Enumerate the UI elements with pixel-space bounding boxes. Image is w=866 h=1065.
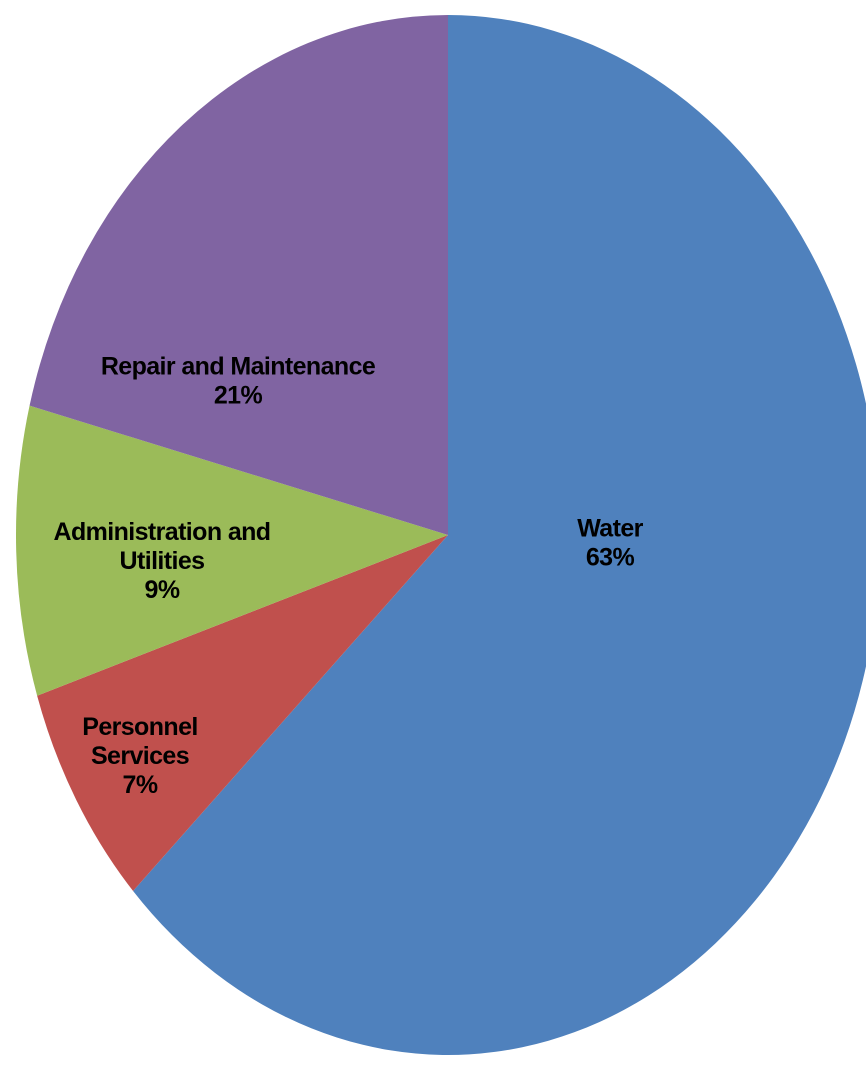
slice-percent-label: 63% [586, 544, 635, 572]
slice-label-2: Administration and Utilities 9% [54, 518, 271, 604]
pie-slice-2 [15, 405, 449, 696]
pie-slice-1 [37, 535, 448, 891]
slice-label-3: Repair and Maintenance 21% [101, 353, 376, 410]
slice-label-line: Repair and Maintenance [101, 353, 376, 381]
slice-label-1: Personnel Services 7% [82, 713, 197, 799]
pie-slice-3 [29, 15, 448, 535]
slice-label-line: Services [91, 742, 189, 770]
slice-percent-label: 9% [145, 576, 180, 604]
pie-slice-0 [133, 15, 866, 1055]
slice-label-0: Water 63% [577, 515, 643, 572]
slice-label-line: Administration and [54, 518, 271, 546]
slice-label-line: Water [577, 515, 643, 543]
pie-slices [15, 15, 866, 1055]
slice-percent-label: 21% [214, 382, 263, 410]
slice-label-line: Utilities [120, 547, 205, 575]
slice-label-line: Personnel [82, 713, 197, 741]
slice-percent-label: 7% [123, 771, 158, 799]
pie-labels: Water 63% Personnel Services 7% Administratio… [54, 353, 645, 800]
